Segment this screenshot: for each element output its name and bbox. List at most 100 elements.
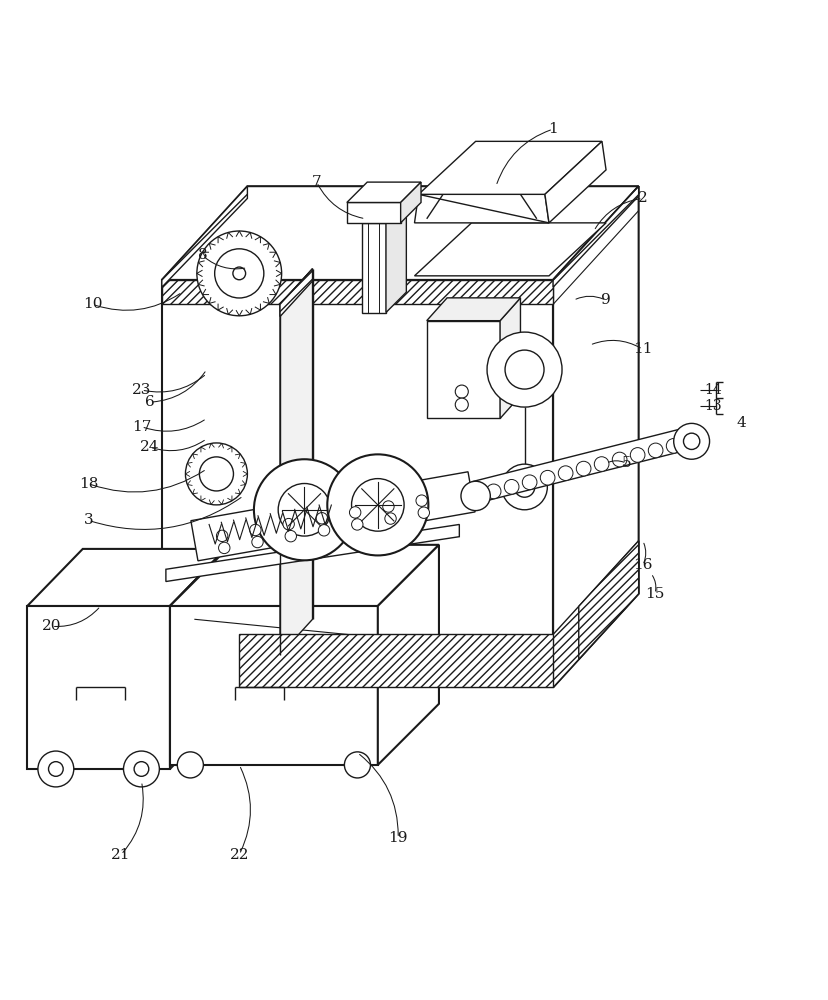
Text: 1: 1 — [547, 122, 557, 136]
Text: 5: 5 — [621, 456, 630, 470]
Polygon shape — [378, 545, 438, 765]
Polygon shape — [414, 223, 605, 276]
Circle shape — [177, 752, 203, 778]
Text: 6: 6 — [145, 395, 154, 409]
Circle shape — [318, 525, 330, 536]
Text: 19: 19 — [388, 831, 407, 845]
Circle shape — [629, 448, 644, 462]
Text: 17: 17 — [132, 420, 151, 434]
Circle shape — [351, 479, 403, 531]
Circle shape — [134, 762, 148, 776]
Text: 10: 10 — [83, 297, 102, 311]
Text: 15: 15 — [644, 587, 664, 601]
Text: 8: 8 — [198, 248, 207, 262]
Polygon shape — [426, 321, 499, 418]
Circle shape — [487, 332, 561, 407]
Circle shape — [460, 481, 489, 511]
Polygon shape — [414, 194, 548, 223]
Circle shape — [575, 461, 590, 476]
Polygon shape — [166, 524, 459, 582]
Text: 7: 7 — [311, 175, 321, 189]
Circle shape — [383, 501, 393, 512]
Text: 23: 23 — [132, 383, 151, 397]
Circle shape — [416, 495, 427, 506]
Circle shape — [344, 752, 370, 778]
Circle shape — [351, 519, 363, 530]
Circle shape — [219, 542, 229, 554]
Circle shape — [282, 518, 294, 530]
Circle shape — [38, 751, 74, 787]
Polygon shape — [552, 186, 638, 287]
Circle shape — [501, 464, 546, 510]
Text: 3: 3 — [84, 513, 94, 527]
Polygon shape — [170, 549, 225, 769]
Text: 18: 18 — [79, 477, 98, 491]
Circle shape — [123, 751, 159, 787]
Circle shape — [278, 484, 330, 536]
Polygon shape — [552, 541, 638, 687]
Circle shape — [233, 267, 245, 280]
Text: 16: 16 — [633, 558, 652, 572]
Circle shape — [349, 507, 360, 518]
Circle shape — [673, 423, 709, 459]
Polygon shape — [27, 606, 170, 769]
Circle shape — [214, 249, 263, 298]
Circle shape — [503, 479, 518, 494]
Polygon shape — [418, 141, 601, 194]
Circle shape — [540, 470, 554, 485]
Circle shape — [384, 513, 396, 524]
Text: 11: 11 — [633, 342, 652, 356]
Polygon shape — [426, 298, 520, 321]
Circle shape — [327, 454, 428, 555]
Circle shape — [216, 530, 228, 542]
Polygon shape — [471, 427, 692, 503]
Polygon shape — [170, 545, 438, 606]
Circle shape — [468, 489, 483, 503]
Polygon shape — [161, 186, 247, 287]
Polygon shape — [280, 269, 312, 317]
Polygon shape — [499, 298, 520, 418]
Polygon shape — [280, 269, 312, 655]
Polygon shape — [346, 202, 400, 223]
Polygon shape — [161, 280, 552, 304]
Text: 21: 21 — [111, 848, 131, 862]
Circle shape — [683, 434, 698, 449]
Polygon shape — [400, 182, 421, 223]
Text: 9: 9 — [600, 293, 610, 307]
Circle shape — [504, 350, 543, 389]
Circle shape — [486, 484, 500, 499]
Circle shape — [253, 459, 354, 560]
Circle shape — [557, 466, 572, 481]
Circle shape — [522, 475, 537, 490]
Circle shape — [285, 530, 296, 542]
Circle shape — [185, 443, 247, 505]
Circle shape — [513, 477, 534, 497]
Polygon shape — [190, 472, 474, 561]
Polygon shape — [578, 541, 638, 659]
Circle shape — [455, 385, 468, 398]
Circle shape — [612, 452, 626, 467]
Polygon shape — [161, 186, 638, 280]
Circle shape — [417, 507, 429, 518]
Circle shape — [455, 398, 468, 411]
Polygon shape — [27, 549, 225, 606]
Text: 13: 13 — [703, 399, 720, 413]
Circle shape — [647, 443, 662, 458]
Polygon shape — [544, 141, 605, 223]
Text: 24: 24 — [140, 440, 159, 454]
Text: 20: 20 — [42, 619, 61, 633]
Circle shape — [200, 457, 233, 491]
Polygon shape — [346, 182, 421, 202]
Circle shape — [594, 457, 609, 471]
Text: 2: 2 — [637, 191, 647, 205]
Circle shape — [252, 536, 263, 548]
Circle shape — [249, 524, 261, 536]
Text: 22: 22 — [229, 848, 248, 862]
Polygon shape — [238, 634, 552, 687]
Text: 14: 14 — [703, 383, 720, 397]
Circle shape — [666, 439, 680, 453]
Polygon shape — [361, 223, 386, 313]
Polygon shape — [386, 202, 406, 313]
Circle shape — [196, 231, 282, 316]
Circle shape — [682, 433, 699, 449]
